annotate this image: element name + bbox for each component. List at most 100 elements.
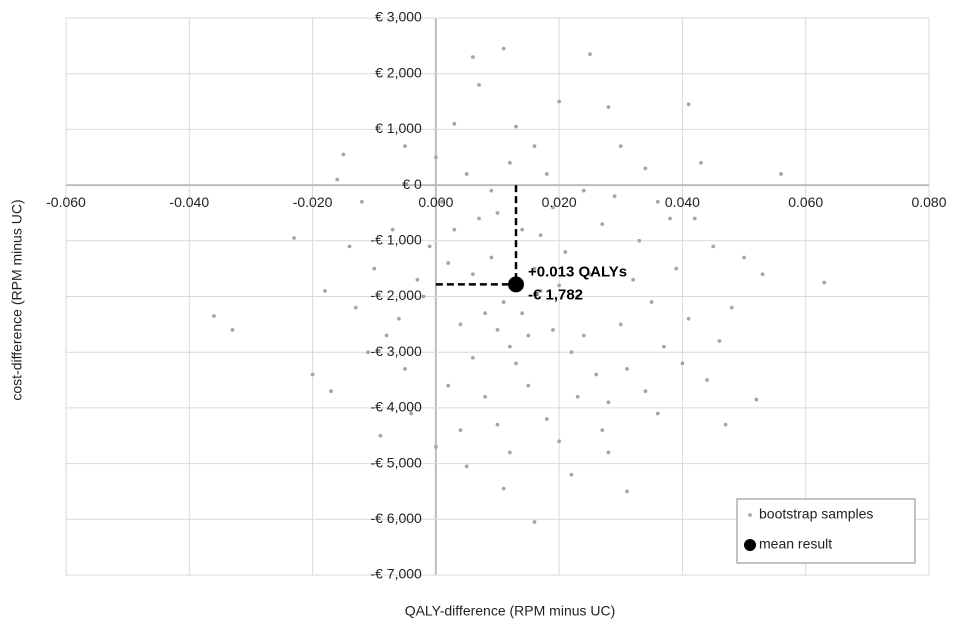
bootstrap-point [501, 486, 506, 491]
bootstrap-point [489, 188, 494, 193]
bootstrap-point [458, 322, 463, 327]
bootstrap-point [403, 144, 407, 149]
y-tick-label: € 1,000 [375, 120, 422, 136]
bootstrap-point [526, 383, 531, 388]
bootstrap-point [526, 333, 531, 338]
x-tick-label: -0.040 [169, 194, 209, 210]
bootstrap-point [538, 233, 543, 238]
y-tick-label: € 2,000 [375, 64, 422, 80]
bootstrap-point [507, 160, 512, 165]
x-tick-label: 0.060 [788, 194, 823, 210]
bootstrap-point [329, 389, 333, 394]
bootstrap-point [409, 411, 414, 416]
bootstrap-point [495, 328, 500, 332]
bootstrap-point [372, 266, 377, 271]
bootstrap-point [692, 216, 697, 221]
bootstrap-point [600, 222, 605, 226]
bootstrap-point [477, 216, 481, 221]
labels: -0.060 -0.040 -0.020 0.000 0.020 0.040 0.060 0.… [46, 9, 947, 582]
bootstrap-point [483, 311, 488, 316]
y-tick-label: € 3,000 [375, 9, 422, 25]
y-tick-label: -€ 1,000 [370, 232, 422, 248]
y-tick-label: -€ 6,000 [370, 510, 422, 526]
y-tick-label: € 0 [402, 176, 422, 192]
bootstrap-point [310, 372, 315, 377]
x-axis-title: QALY-difference (RPM minus UC) [405, 603, 616, 619]
bootstrap-point [699, 160, 703, 165]
bootstrap-point [643, 389, 648, 394]
bootstrap-point [446, 261, 451, 265]
bootstrap-point [717, 339, 722, 343]
bootstrap-point [600, 428, 605, 433]
legend-label: bootstrap samples [759, 506, 873, 522]
bootstrap-point [440, 199, 444, 204]
bootstrap-point [477, 82, 481, 87]
bootstrap-point [378, 433, 383, 438]
bootstrap-point [520, 311, 525, 316]
marks [212, 46, 827, 524]
bootstrap-point [421, 294, 426, 299]
bootstrap-point [341, 152, 346, 157]
bootstrap-point [230, 328, 235, 332]
bootstrap-point [495, 211, 500, 215]
bootstrap-point [557, 283, 562, 288]
bootstrap-point [588, 52, 592, 57]
x-tick-label: 0.040 [665, 194, 700, 210]
bootstrap-point [581, 188, 586, 193]
bootstrap-point [323, 289, 327, 293]
bootstrap-point [668, 216, 672, 221]
bootstrap-point [631, 277, 636, 282]
bootstrap-point [520, 227, 525, 232]
bootstrap-point [569, 472, 574, 477]
bootstrap-point [353, 305, 358, 310]
bootstrap-point [470, 272, 475, 277]
y-axis-title: cost-difference (RPM minus UC) [9, 199, 25, 400]
bootstrap-point [618, 144, 623, 149]
bootstrap-point [606, 450, 611, 455]
legend-box [736, 498, 916, 564]
legend-symbol [748, 513, 752, 517]
bootstrap-point [390, 227, 395, 232]
bootstrap-point [779, 172, 783, 176]
bootstrap-point [452, 227, 457, 232]
bootstrap-point [501, 46, 506, 51]
bootstrap-point [551, 205, 555, 210]
bootstrap-point [470, 355, 475, 360]
bootstrap-point [662, 344, 666, 349]
bootstrap-point [575, 294, 580, 299]
bootstrap-point [649, 300, 654, 304]
bootstrap-point [742, 255, 746, 260]
bootstrap-point [433, 444, 438, 449]
bootstrap-point [292, 236, 296, 240]
x-tick-label: -0.060 [46, 194, 86, 210]
bootstrap-point [551, 328, 555, 332]
grid [65, 17, 930, 576]
bootstrap-point [464, 464, 469, 469]
bootstrap-point [403, 367, 407, 371]
bootstrap-point [452, 121, 457, 126]
bootstrap-point [384, 333, 389, 338]
bootstrap-point [359, 199, 364, 204]
y-tick-label: -€ 4,000 [370, 399, 422, 415]
bootstrap-point [396, 316, 401, 321]
bootstrap-point [557, 99, 562, 104]
bootstrap-point [643, 166, 648, 171]
bootstrap-point [507, 344, 512, 349]
y-tick-label: -€ 3,000 [370, 343, 422, 359]
bootstrap-point [427, 244, 432, 249]
annotation: -€ 1,782 [528, 286, 583, 303]
bootstrap-point [532, 520, 537, 524]
bootstrap-point [729, 305, 734, 310]
bootstrap-point [446, 383, 451, 388]
bootstrap-point [686, 102, 691, 107]
y-tick-label: -€ 7,000 [370, 566, 422, 582]
legend-label: mean result [759, 536, 832, 552]
bootstrap-point [569, 350, 574, 355]
bootstrap-point [575, 394, 580, 399]
bootstrap-point [366, 350, 370, 355]
bootstrap-point [538, 289, 543, 293]
bootstrap-point [711, 244, 716, 249]
bootstrap-point [705, 378, 709, 382]
